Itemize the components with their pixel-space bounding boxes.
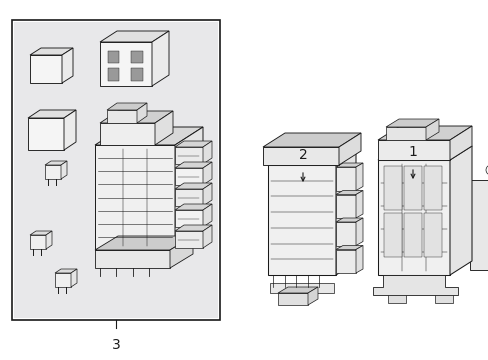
Polygon shape bbox=[449, 126, 471, 160]
Text: 1: 1 bbox=[408, 145, 417, 159]
Polygon shape bbox=[335, 152, 355, 275]
Polygon shape bbox=[355, 190, 362, 218]
Bar bbox=[131, 51, 142, 63]
Polygon shape bbox=[335, 167, 355, 190]
Polygon shape bbox=[263, 147, 338, 165]
Bar bbox=[12, 20, 220, 320]
Bar bbox=[107, 51, 119, 63]
Bar bbox=[269, 283, 333, 293]
Polygon shape bbox=[203, 162, 212, 185]
Polygon shape bbox=[377, 160, 449, 275]
Polygon shape bbox=[335, 246, 362, 249]
Polygon shape bbox=[100, 42, 152, 86]
Polygon shape bbox=[385, 119, 438, 127]
Polygon shape bbox=[30, 235, 46, 249]
Polygon shape bbox=[335, 190, 362, 194]
Text: 3: 3 bbox=[111, 338, 120, 352]
Polygon shape bbox=[385, 127, 425, 140]
Polygon shape bbox=[355, 246, 362, 273]
Polygon shape bbox=[175, 141, 212, 147]
Polygon shape bbox=[175, 231, 203, 248]
Polygon shape bbox=[100, 31, 169, 42]
Polygon shape bbox=[175, 204, 212, 210]
Polygon shape bbox=[377, 140, 449, 160]
Polygon shape bbox=[95, 236, 193, 250]
Polygon shape bbox=[61, 161, 67, 179]
Polygon shape bbox=[377, 126, 471, 140]
Polygon shape bbox=[175, 168, 203, 185]
Polygon shape bbox=[203, 141, 212, 164]
Polygon shape bbox=[377, 146, 471, 160]
Bar bbox=[383, 166, 401, 210]
Polygon shape bbox=[434, 295, 452, 303]
Polygon shape bbox=[175, 225, 212, 231]
Bar bbox=[131, 68, 142, 81]
Polygon shape bbox=[28, 110, 76, 118]
Polygon shape bbox=[335, 218, 362, 222]
Polygon shape bbox=[55, 273, 71, 287]
Polygon shape bbox=[95, 127, 203, 145]
Polygon shape bbox=[203, 183, 212, 206]
Polygon shape bbox=[175, 189, 203, 206]
Polygon shape bbox=[335, 249, 355, 273]
Bar bbox=[423, 213, 441, 257]
Polygon shape bbox=[387, 295, 405, 303]
Polygon shape bbox=[45, 165, 61, 179]
Polygon shape bbox=[267, 165, 335, 275]
Polygon shape bbox=[170, 236, 193, 268]
Polygon shape bbox=[152, 31, 169, 86]
Bar bbox=[403, 213, 421, 257]
Polygon shape bbox=[203, 204, 212, 227]
Polygon shape bbox=[263, 133, 360, 147]
Polygon shape bbox=[137, 103, 147, 123]
Bar bbox=[383, 213, 401, 257]
Bar bbox=[423, 166, 441, 210]
Polygon shape bbox=[278, 293, 307, 305]
Polygon shape bbox=[307, 287, 317, 305]
Polygon shape bbox=[175, 162, 212, 168]
Polygon shape bbox=[335, 222, 355, 246]
Polygon shape bbox=[175, 127, 203, 250]
Polygon shape bbox=[30, 55, 62, 83]
Polygon shape bbox=[30, 48, 73, 55]
Polygon shape bbox=[107, 110, 137, 123]
Polygon shape bbox=[107, 103, 147, 110]
Polygon shape bbox=[335, 163, 362, 167]
Polygon shape bbox=[55, 269, 77, 273]
Polygon shape bbox=[175, 147, 203, 164]
Polygon shape bbox=[469, 155, 488, 285]
Polygon shape bbox=[64, 110, 76, 150]
Bar bbox=[14, 22, 218, 318]
Polygon shape bbox=[267, 152, 355, 165]
Polygon shape bbox=[46, 231, 52, 249]
Polygon shape bbox=[203, 225, 212, 248]
Polygon shape bbox=[278, 287, 317, 293]
Polygon shape bbox=[449, 146, 471, 275]
Polygon shape bbox=[100, 123, 155, 145]
Polygon shape bbox=[335, 194, 355, 218]
Polygon shape bbox=[175, 183, 212, 189]
Polygon shape bbox=[95, 145, 175, 250]
Text: 2: 2 bbox=[298, 148, 307, 162]
Circle shape bbox=[485, 165, 488, 175]
Polygon shape bbox=[62, 48, 73, 83]
Polygon shape bbox=[71, 269, 77, 287]
Bar bbox=[403, 166, 421, 210]
Polygon shape bbox=[372, 275, 457, 295]
Polygon shape bbox=[30, 231, 52, 235]
Polygon shape bbox=[355, 218, 362, 246]
Polygon shape bbox=[175, 210, 203, 227]
Polygon shape bbox=[100, 111, 173, 123]
Bar bbox=[107, 68, 119, 81]
Polygon shape bbox=[355, 163, 362, 190]
Polygon shape bbox=[45, 161, 67, 165]
Polygon shape bbox=[425, 119, 438, 140]
Polygon shape bbox=[155, 111, 173, 145]
Polygon shape bbox=[95, 250, 170, 268]
Polygon shape bbox=[338, 133, 360, 165]
Polygon shape bbox=[28, 118, 64, 150]
